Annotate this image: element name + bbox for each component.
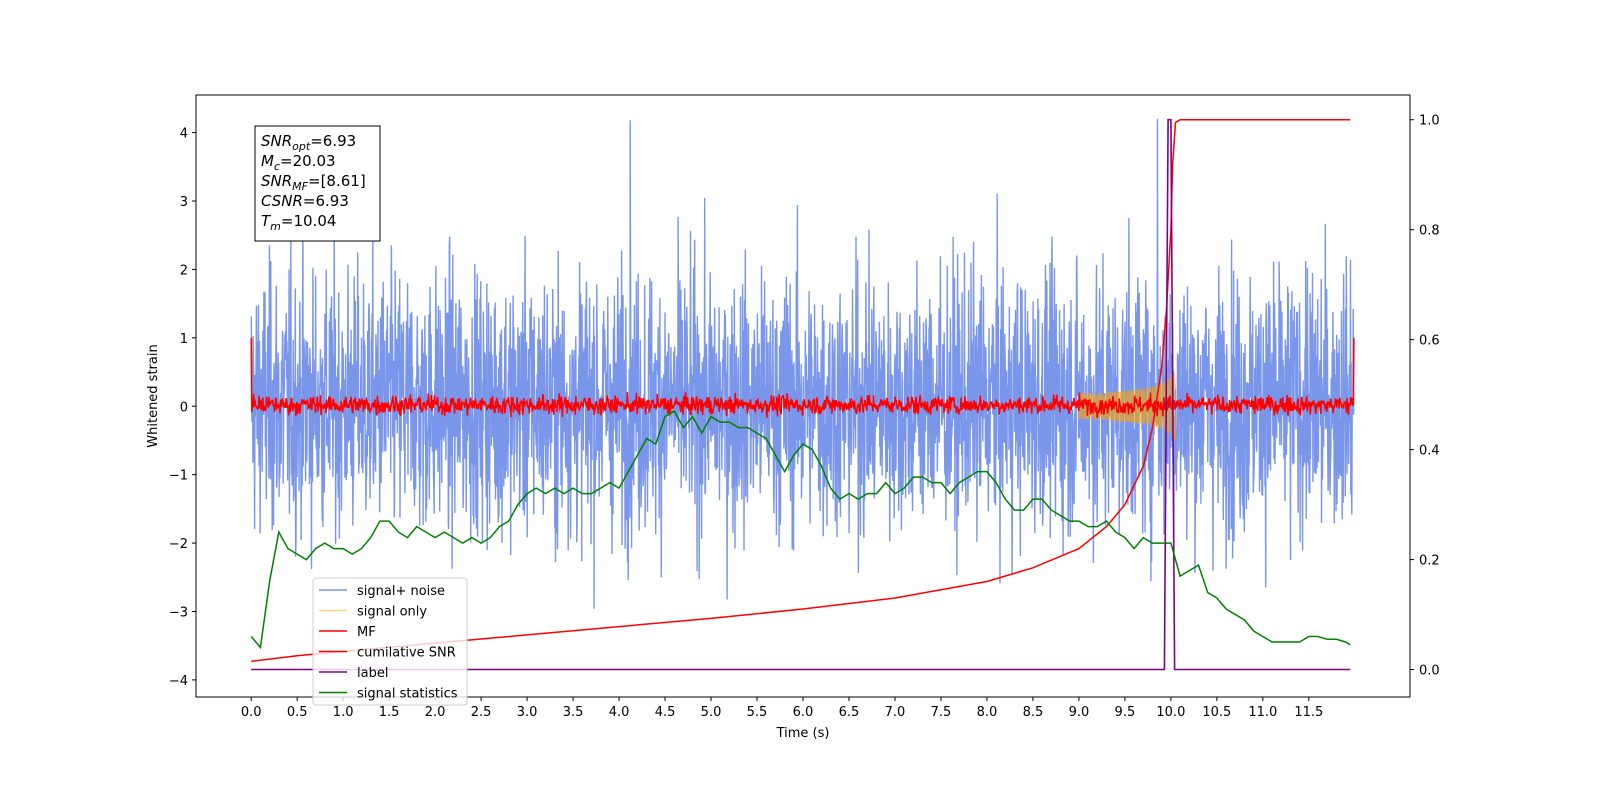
y-left-tick-label: −3 xyxy=(169,605,188,620)
x-tick-label: 1.5 xyxy=(379,705,400,720)
series-signal-statistics xyxy=(250,410,1351,650)
x-tick-label: 1.0 xyxy=(333,705,354,720)
x-tick-label: 8.0 xyxy=(977,705,998,720)
legend-label: signal statistics xyxy=(357,687,458,702)
y-left-tick-label: −1 xyxy=(169,469,188,484)
series-cumilative-snr xyxy=(251,118,1351,663)
x-tick-label: 4.0 xyxy=(609,705,630,720)
x-tick-label: 9.5 xyxy=(1115,705,1136,720)
x-tick-label: 4.5 xyxy=(655,705,676,720)
x-axis-label: Time (s) xyxy=(776,726,830,741)
x-tick-label: 3.0 xyxy=(517,705,538,720)
x-tick-label: 10.5 xyxy=(1202,705,1231,720)
legend-box xyxy=(312,577,468,706)
y-left-tick-label: −4 xyxy=(169,674,188,689)
x-tick-label: 2.5 xyxy=(471,705,492,720)
plot-area xyxy=(250,118,1355,671)
legend-label: MF xyxy=(357,625,376,640)
y-right-tick-label: 1.0 xyxy=(1419,114,1440,129)
x-tick-label: 11.0 xyxy=(1248,705,1277,720)
y-left-tick-label: 3 xyxy=(180,195,188,210)
series-mf xyxy=(250,337,1355,418)
annotation-line: CSNR=6.93 xyxy=(261,192,349,210)
annotation-line: SNRopt=6.93 xyxy=(261,132,356,153)
x-tick-label: 3.5 xyxy=(563,705,584,720)
y-left-tick-label: 2 xyxy=(180,263,188,278)
x-tick-label: 0.5 xyxy=(287,705,308,720)
y-right-tick-label: 0.0 xyxy=(1419,664,1440,679)
x-tick-label: 2.0 xyxy=(425,705,446,720)
series-label xyxy=(251,118,1351,671)
x-tick-label: 0.0 xyxy=(241,705,262,720)
annotation-line: Tm=10.04 xyxy=(261,212,336,233)
x-tick-label: 5.5 xyxy=(747,705,768,720)
x-tick-label: 9.0 xyxy=(1069,705,1090,720)
y-right-tick-label: 0.6 xyxy=(1419,334,1440,349)
legend-label: signal+ noise xyxy=(357,584,445,599)
y-left-tick-label: 0 xyxy=(180,400,188,415)
x-tick-label: 6.0 xyxy=(793,705,814,720)
legend-label: signal only xyxy=(357,605,427,620)
x-tick-label: 7.5 xyxy=(931,705,952,720)
x-tick-label: 10.0 xyxy=(1156,705,1185,720)
y-left-tick-label: −2 xyxy=(169,537,188,552)
y-left-tick-label: 4 xyxy=(180,127,188,142)
y-axis-label: Whitened strain xyxy=(146,344,161,447)
legend-label: cumilative SNR xyxy=(357,646,456,661)
annotation-line: Mc=20.03 xyxy=(261,152,336,173)
axes: 0.0 0.5 1.0 1.5 2.0 2.5 3.0 3.5 4.0 4.5 5.0 5.5 6.0 6… xyxy=(169,114,1440,720)
annotation-line: SNRMF=[8.61] xyxy=(261,172,366,193)
x-tick-label: 8.5 xyxy=(1023,705,1044,720)
x-tick-label: 11.5 xyxy=(1294,705,1323,720)
legend: signal+ noise signal only MF cumilative SNR… xyxy=(312,577,468,706)
legend-label: label xyxy=(357,666,388,681)
annotation-box xyxy=(254,125,381,242)
y-right-tick-label: 0.8 xyxy=(1419,224,1440,239)
y-left-tick-label: 1 xyxy=(180,332,188,347)
x-tick-label: 7.0 xyxy=(885,705,906,720)
y-right-tick-label: 0.4 xyxy=(1419,444,1440,459)
stats-annotation: SNRopt=6.93Mc=20.03SNRMF=[8.61]CSNR=6.93… xyxy=(254,125,381,242)
x-tick-label: 6.5 xyxy=(839,705,860,720)
y-right-tick-label: 0.2 xyxy=(1419,554,1440,569)
x-tick-label: 5.0 xyxy=(701,705,722,720)
